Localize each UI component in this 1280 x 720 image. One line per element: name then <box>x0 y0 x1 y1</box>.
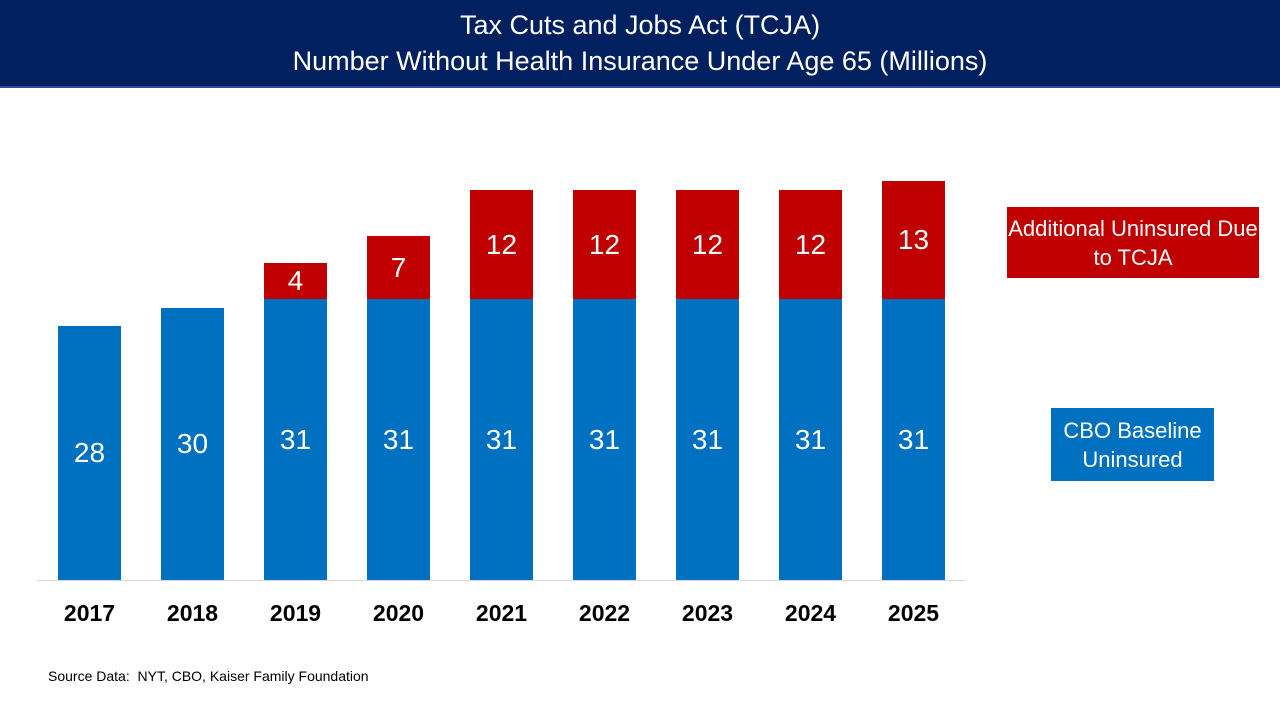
source-note: Source Data: NYT, CBO, Kaiser Family Fou… <box>48 668 369 684</box>
bar-segment-tcja-additional-2021: 12 <box>470 190 533 299</box>
bar-segment-tcja-additional-2022: 12 <box>573 190 636 299</box>
legend-cbo-baseline-label: CBO Baseline Uninsured <box>1063 417 1202 472</box>
bar-segment-cbo-baseline-2019: 31 <box>264 299 327 580</box>
legend-cbo-baseline: CBO Baseline Uninsured <box>1051 408 1214 481</box>
bar-segment-cbo-baseline-2024: 31 <box>779 299 842 580</box>
bar-segment-tcja-additional-2020: 7 <box>367 236 430 299</box>
bar-value-label: 13 <box>897 224 930 255</box>
bar-value-label: 31 <box>897 423 930 455</box>
bar-value-label: 31 <box>279 423 312 455</box>
x-axis-label-2020: 2020 <box>372 600 425 626</box>
x-axis-label-2017: 2017 <box>63 600 116 626</box>
bar-value-label: 4 <box>287 265 304 296</box>
bar-segment-tcja-additional-2025: 13 <box>882 181 945 299</box>
bar-value-label: 31 <box>382 423 415 455</box>
bar-segment-cbo-baseline-2021: 31 <box>470 299 533 580</box>
bar-value-label: 12 <box>691 228 724 260</box>
bar-segment-cbo-baseline-2025: 31 <box>882 299 945 580</box>
bar-value-label: 31 <box>485 423 518 455</box>
bar-segment-cbo-baseline-2018: 30 <box>161 308 224 580</box>
bar-segment-tcja-additional-2023: 12 <box>676 190 739 299</box>
bar-segment-tcja-additional-2024: 12 <box>779 190 842 299</box>
x-axis-label-2018: 2018 <box>166 600 219 626</box>
bar-value-label: 12 <box>794 228 827 260</box>
bar-value-label: 31 <box>794 423 827 455</box>
x-axis-label-2024: 2024 <box>784 600 837 626</box>
x-axis-label-2025: 2025 <box>887 600 940 626</box>
bar-segment-cbo-baseline-2022: 31 <box>573 299 636 580</box>
x-axis-label-2023: 2023 <box>681 600 734 626</box>
bar-segment-cbo-baseline-2020: 31 <box>367 299 430 580</box>
bar-value-label: 31 <box>691 423 724 455</box>
x-axis-line <box>37 580 965 581</box>
bar-value-label: 28 <box>73 437 106 468</box>
bar-segment-cbo-baseline-2017: 28 <box>58 326 121 580</box>
bar-segment-cbo-baseline-2023: 31 <box>676 299 739 580</box>
chart-title: Tax Cuts and Jobs Act (TCJA) <box>459 10 821 40</box>
bar-value-label: 30 <box>176 428 209 459</box>
legend-additional-uninsured: Additional Uninsured Due to TCJA <box>1007 207 1259 278</box>
bar-value-label: 12 <box>588 228 621 260</box>
chart-subtitle: Number Without Health Insurance Under Ag… <box>292 46 988 76</box>
bar-value-label: 12 <box>485 228 518 260</box>
x-axis-label-2019: 2019 <box>269 600 322 626</box>
bar-segment-tcja-additional-2019: 4 <box>264 263 327 299</box>
legend-additional-uninsured-label: Additional Uninsured Due to TCJA <box>1008 215 1258 270</box>
x-axis-label-2021: 2021 <box>475 600 528 626</box>
x-axis-label-2022: 2022 <box>578 600 631 626</box>
bar-value-label: 7 <box>390 251 407 283</box>
bar-value-label: 31 <box>588 423 621 455</box>
slide-title-bar: Tax Cuts and Jobs Act (TCJA) Number With… <box>0 0 1280 88</box>
